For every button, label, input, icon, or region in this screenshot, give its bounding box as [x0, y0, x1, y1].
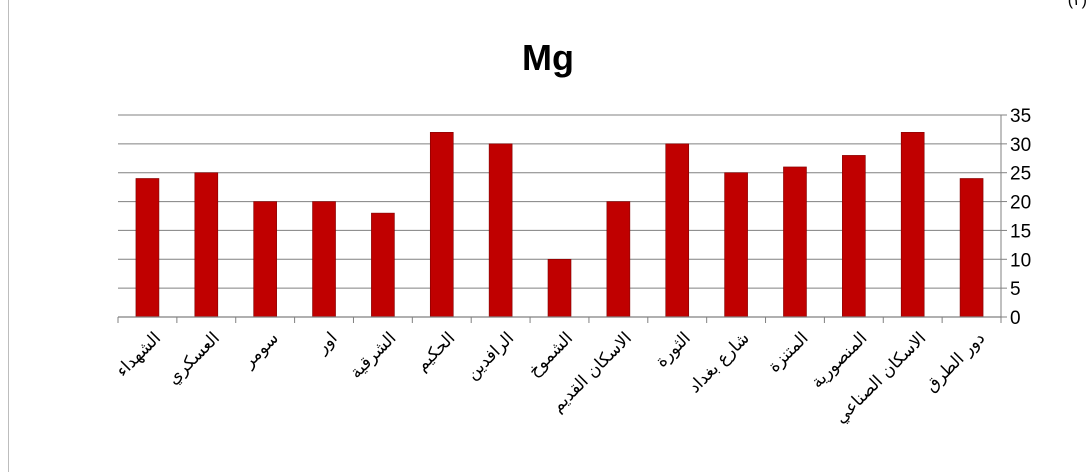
bar [253, 201, 277, 318]
bar [429, 132, 454, 318]
y-tick-label: 35 [1010, 106, 1031, 127]
y-tick-label: 20 [1010, 193, 1031, 214]
y-tick-label: 5 [1010, 279, 1021, 300]
bar [665, 143, 690, 318]
bar [606, 201, 631, 318]
bar [959, 178, 984, 318]
bar [842, 155, 866, 318]
x-tick-label: الرافدين [462, 328, 518, 384]
bar [488, 143, 513, 318]
x-tick-label: شارع بغداد [685, 328, 754, 397]
x-tick-label: الشموخ [524, 328, 577, 381]
chart-title: Mg [522, 37, 574, 78]
y-tick-label: 25 [1010, 164, 1031, 185]
x-tick-label: دور الطرق [921, 328, 989, 396]
y-tick-label: 15 [1010, 221, 1031, 242]
x-tick-label: اور [312, 328, 342, 358]
bar [724, 172, 748, 318]
x-tick-label: الثورة [652, 328, 695, 371]
page-left-border [8, 0, 9, 472]
bar [783, 166, 807, 318]
x-tick-label: الشرقية [346, 328, 400, 382]
x-tick-label: سومر [238, 328, 282, 372]
bar [194, 172, 219, 318]
y-tick-label: 0 [1010, 308, 1021, 329]
bar [900, 132, 925, 318]
bar [135, 178, 160, 318]
x-tick-label: العسكري [163, 328, 223, 388]
bars [135, 132, 984, 318]
x-tick-label: الشهداء [112, 328, 165, 381]
bar [312, 201, 336, 318]
y-tick-label: 30 [1010, 135, 1031, 156]
y-tick-label: 10 [1010, 250, 1031, 271]
x-tick-label: المتنزة [764, 328, 812, 376]
corner-mark: (٣) [1067, 0, 1087, 9]
y-tick-labels: 0 5 10 15 20 25 30 35 [1010, 106, 1031, 329]
axes [117, 114, 1007, 323]
bar [371, 212, 395, 318]
bar [547, 258, 572, 318]
x-tick-label: الحكيم [412, 328, 459, 375]
